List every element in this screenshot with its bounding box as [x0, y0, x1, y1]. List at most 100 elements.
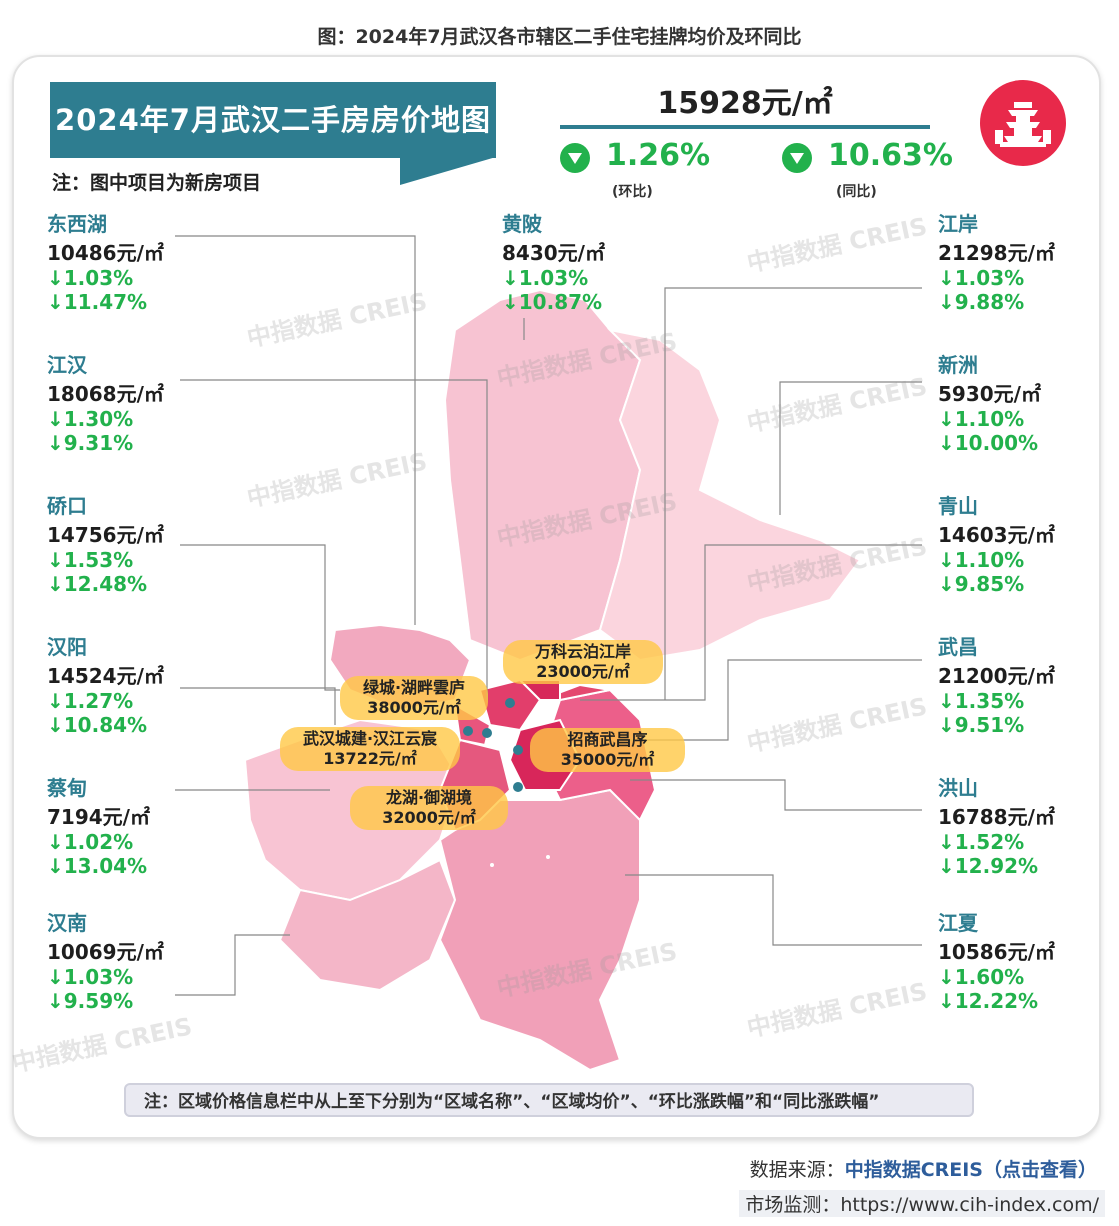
- district-yoy: ↓9.51%: [938, 713, 1025, 737]
- project-label-lvcheng: 绿城·湖畔雲庐 38000元/㎡: [340, 676, 488, 720]
- yoy-label: (同比): [836, 184, 877, 200]
- district-price: 21200元/㎡: [938, 664, 1055, 688]
- district-price: 16788元/㎡: [938, 805, 1055, 829]
- district-mom: ↓1.03%: [938, 266, 1025, 290]
- district-price: 18068元/㎡: [47, 382, 164, 406]
- district-mom: ↓1.03%: [47, 965, 134, 989]
- district-name: 青山: [938, 494, 978, 518]
- project-label-wanke: 万科云泊江岸 23000元/㎡: [503, 640, 663, 684]
- district-yoy: ↓9.31%: [47, 431, 134, 455]
- district-mom: ↓1.53%: [47, 548, 134, 572]
- project-price: 32000元/㎡: [382, 808, 476, 827]
- district-mom: ↓1.03%: [502, 266, 589, 290]
- project-price: 13722元/㎡: [323, 749, 417, 768]
- district-price: 10586元/㎡: [938, 940, 1055, 964]
- district-hannan: 汉南 10069元/㎡ ↓1.03% ↓9.59%: [47, 907, 164, 1013]
- mom-label: (环比): [612, 184, 653, 200]
- district-jiangxia: 江夏 10586元/㎡ ↓1.60% ↓12.22%: [938, 907, 1055, 1013]
- marker-zhaoshang: [513, 745, 523, 755]
- marker-dot-1: [490, 863, 494, 867]
- district-name: 江夏: [938, 911, 978, 935]
- mom-change: 1.26%: [606, 138, 711, 173]
- marker-wanke: [505, 698, 515, 708]
- region-jiangxia: [438, 788, 641, 1072]
- project-name: 绿城·湖畔雲庐: [362, 678, 466, 697]
- district-yoy: ↓12.92%: [938, 854, 1039, 878]
- district-mom: ↓1.52%: [938, 830, 1025, 854]
- marker-chengjian: [482, 728, 492, 738]
- city-average-price: 15928元/㎡: [657, 86, 833, 121]
- district-mom: ↓1.10%: [938, 548, 1025, 572]
- district-mom: ↓1.60%: [938, 965, 1025, 989]
- legend-note: 注：区域价格信息栏中从上至下分别为“区域名称”、“区域均价”、“环比涨跌幅”和“…: [124, 1083, 974, 1117]
- district-price: 14603元/㎡: [938, 523, 1055, 547]
- district-mom: ↓1.02%: [47, 830, 134, 854]
- leader-lines: [175, 235, 922, 996]
- district-mom: ↓1.03%: [47, 266, 134, 290]
- district-yoy: ↓12.22%: [938, 989, 1039, 1013]
- project-price: 38000元/㎡: [367, 698, 461, 717]
- district-price: 14524元/㎡: [47, 664, 164, 688]
- district-mom: ↓1.35%: [938, 689, 1025, 713]
- down-arrow-icon: [560, 143, 590, 173]
- district-name: 江岸: [938, 212, 978, 236]
- district-name: 硚口: [47, 494, 87, 518]
- district-huangpi: 黄陂 8430元/㎡ ↓1.03% ↓10.87%: [502, 208, 605, 314]
- district-mom: ↓1.27%: [47, 689, 134, 713]
- district-mom: ↓1.10%: [938, 407, 1025, 431]
- district-price: 14756元/㎡: [47, 523, 164, 547]
- district-jianghan: 江汉 18068元/㎡ ↓1.30% ↓9.31%: [47, 349, 164, 455]
- district-caidian: 蔡甸 7194元/㎡ ↓1.02% ↓13.04%: [47, 772, 150, 878]
- yoy-change: 10.63%: [828, 138, 953, 173]
- district-price: 8430元/㎡: [502, 241, 605, 265]
- district-price: 5930元/㎡: [938, 382, 1041, 406]
- district-name: 蔡甸: [47, 776, 87, 800]
- district-hongshan: 洪山 16788元/㎡ ↓1.52% ↓12.92%: [938, 772, 1055, 878]
- district-name: 江汉: [47, 353, 87, 377]
- district-jiangan: 江岸 21298元/㎡ ↓1.03% ↓9.88%: [938, 208, 1055, 314]
- district-price: 10069元/㎡: [47, 940, 164, 964]
- district-qiaokou: 硚口 14756元/㎡ ↓1.53% ↓12.48%: [47, 490, 164, 596]
- district-name: 洪山: [938, 776, 978, 800]
- source-link[interactable]: 中指数据CREIS（点击查看）: [844, 1159, 1097, 1181]
- project-name: 龙湖·御湖境: [385, 788, 473, 807]
- district-dongxihu: 东西湖 10486元/㎡ ↓1.03% ↓11.47%: [47, 208, 164, 314]
- district-price: 10486元/㎡: [47, 241, 164, 265]
- district-yoy: ↓10.84%: [47, 713, 148, 737]
- project-label-chengjian: 武汉城建·汉江云宸 13722元/㎡: [280, 727, 460, 771]
- district-xinzhou: 新洲 5930元/㎡ ↓1.10% ↓10.00%: [938, 349, 1041, 455]
- project-name: 招商武昌序: [567, 730, 648, 749]
- district-name: 黄陂: [502, 212, 542, 236]
- district-price: 7194元/㎡: [47, 805, 150, 829]
- district-wuchang: 武昌 21200元/㎡ ↓1.35% ↓9.51%: [938, 631, 1055, 737]
- district-name: 汉南: [47, 911, 87, 935]
- district-name: 东西湖: [47, 212, 107, 236]
- project-name: 武汉城建·汉江云宸: [302, 729, 438, 748]
- project-price: 23000元/㎡: [536, 662, 630, 681]
- district-name: 汉阳: [47, 635, 87, 659]
- figure-caption: 图：2024年7月武汉各市辖区二手住宅挂牌均价及环同比: [317, 26, 802, 48]
- wuhan-tower-logo-icon: [980, 80, 1066, 166]
- district-yoy: ↓12.48%: [47, 572, 148, 596]
- project-price: 35000元/㎡: [560, 750, 655, 769]
- banner-tail: [400, 157, 496, 185]
- region-hannan: [278, 858, 457, 992]
- district-name: 武昌: [938, 635, 978, 659]
- district-yoy: ↓9.88%: [938, 290, 1025, 314]
- district-name: 新洲: [938, 353, 978, 377]
- project-label-longhu: 龙湖·御湖境 32000元/㎡: [350, 786, 508, 830]
- market-monitor-link[interactable]: 市场监测：https://www.cih-index.com/: [739, 1190, 1105, 1217]
- map-title-banner: 2024年7月武汉二手房房价地图: [50, 82, 496, 158]
- source-prefix: 数据来源：: [749, 1159, 845, 1181]
- district-yoy: ↓9.85%: [938, 572, 1025, 596]
- banner-note: 注：图中项目为新房项目: [52, 172, 262, 194]
- district-yoy: ↓10.00%: [938, 431, 1039, 455]
- district-yoy: ↓11.47%: [47, 290, 148, 314]
- district-mom: ↓1.30%: [47, 407, 134, 431]
- summary-divider: [560, 125, 930, 129]
- district-price: 21298元/㎡: [938, 241, 1055, 265]
- marker-lvcheng: [463, 726, 473, 736]
- data-source: 数据来源：中指数据CREIS（点击查看）: [750, 1155, 1097, 1182]
- district-yoy: ↓13.04%: [47, 854, 148, 878]
- down-arrow-icon: [782, 143, 812, 173]
